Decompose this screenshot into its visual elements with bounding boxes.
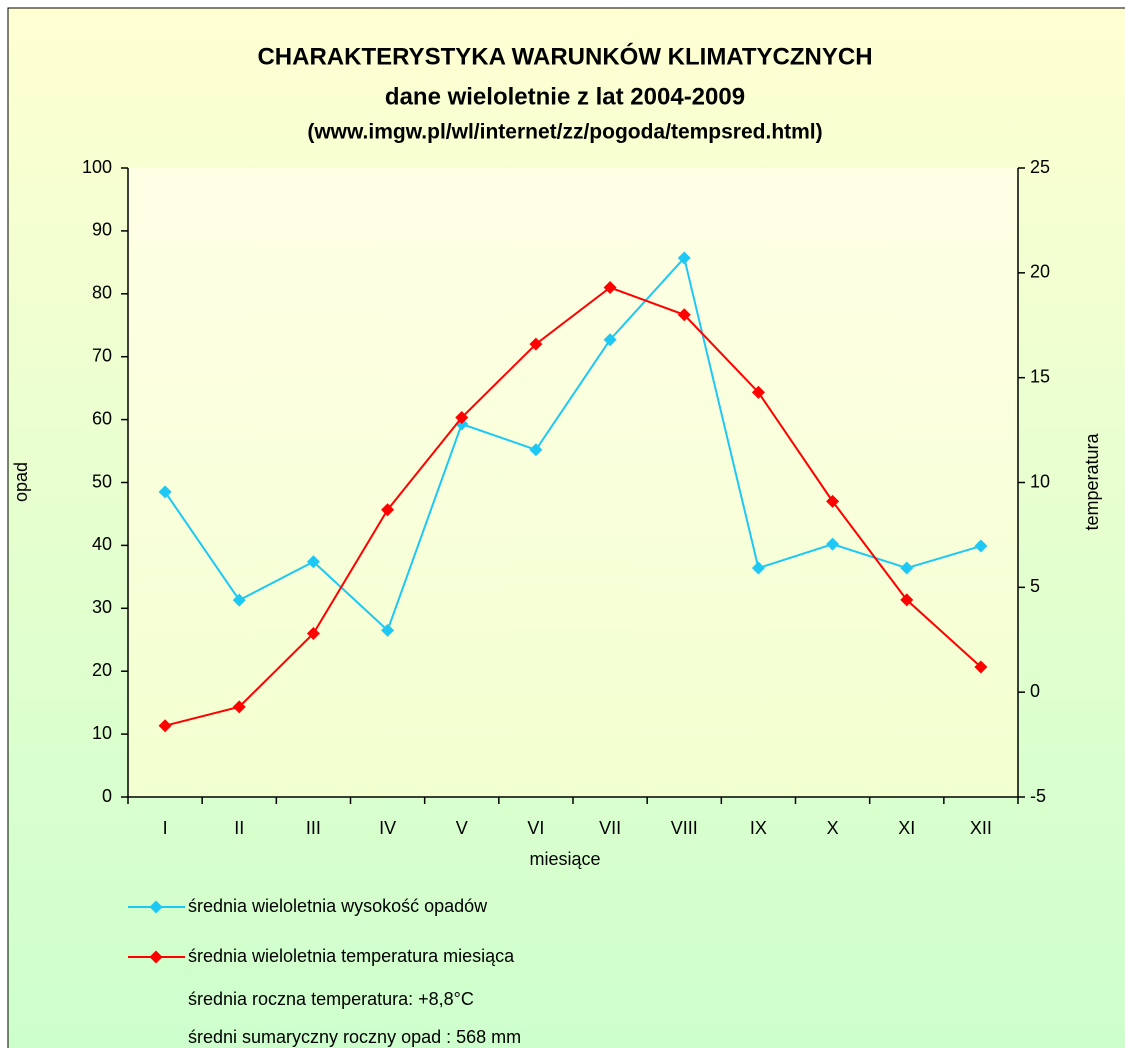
legend-label: średnia wieloletnia wysokość opadów (188, 896, 488, 916)
point-marker (381, 503, 395, 517)
x-tick-label: V (456, 818, 468, 838)
x-axis-title: miesiące (529, 849, 600, 869)
y2-tick-label: 20 (1030, 262, 1050, 282)
point-marker (974, 660, 988, 674)
chart-source: (www.imgw.pl/wl/internet/zz/pogoda/temps… (307, 121, 822, 144)
y-tick-label: 40 (92, 534, 112, 554)
point-marker (826, 494, 840, 508)
y2-tick-label: -5 (1030, 786, 1046, 806)
point-marker (677, 251, 691, 265)
series-line (164, 255, 982, 633)
point-marker (232, 700, 246, 714)
y2-tick-label: 25 (1030, 157, 1050, 177)
x-tick-label: IV (379, 818, 396, 838)
legend-label: średnia wieloletnia temperatura miesiąca (188, 946, 515, 966)
legend-marker (149, 950, 163, 964)
y-tick-label: 20 (92, 660, 112, 680)
point-marker (974, 539, 988, 553)
chart-title: CHARAKTERYSTYKA WARUNKÓW KLIMATYCZNYCH (257, 42, 872, 70)
y2-tick-label: 10 (1030, 471, 1050, 491)
point-marker (529, 443, 543, 457)
x-tick-label: VI (527, 818, 544, 838)
y2-axis-title: temperatura (1082, 432, 1102, 530)
point-marker (529, 337, 543, 351)
y2-tick-label: 0 (1030, 681, 1040, 701)
point-marker (455, 411, 469, 425)
x-tick-label: X (827, 818, 839, 838)
x-tick-label: II (234, 818, 244, 838)
x-tick-label: VIII (671, 818, 698, 838)
point-marker (158, 485, 172, 499)
x-tick-label: XII (970, 818, 992, 838)
point-marker (900, 561, 914, 575)
point-marker (158, 719, 172, 733)
point-marker (677, 308, 691, 322)
plot-area (128, 168, 1018, 797)
x-tick-label: I (163, 818, 168, 838)
point-marker (751, 561, 765, 575)
series-line (164, 286, 982, 727)
point-marker (900, 593, 914, 607)
point-marker (232, 593, 246, 607)
y-tick-label: 70 (92, 345, 112, 365)
legend-marker (149, 900, 163, 914)
y-tick-label: 90 (92, 220, 112, 240)
y-tick-label: 10 (92, 723, 112, 743)
y-tick-label: 0 (102, 786, 112, 806)
y-tick-label: 100 (82, 157, 112, 177)
y-tick-label: 50 (92, 471, 112, 491)
chart-subtitle: dane wieloletnie z lat 2004-2009 (385, 83, 745, 110)
y2-tick-label: 15 (1030, 366, 1050, 386)
point-marker (306, 626, 320, 640)
y-tick-label: 60 (92, 408, 112, 428)
point-marker (751, 385, 765, 399)
point-marker (603, 281, 617, 295)
point-marker (381, 623, 395, 637)
point-marker (603, 333, 617, 347)
x-tick-label: VII (599, 818, 621, 838)
annotation: średnia roczna temperatura: +8,8°C (188, 989, 474, 1009)
y-tick-label: 80 (92, 283, 112, 303)
y-tick-label: 30 (92, 597, 112, 617)
annotation: średni sumaryczny roczny opad : 568 mm (188, 1027, 521, 1047)
x-tick-label: III (306, 818, 321, 838)
y-axis-title: opad (11, 462, 31, 502)
x-tick-label: IX (750, 818, 767, 838)
x-tick-label: XI (898, 818, 915, 838)
point-marker (826, 537, 840, 551)
y2-tick-label: 5 (1030, 576, 1040, 596)
point-marker (306, 555, 320, 569)
